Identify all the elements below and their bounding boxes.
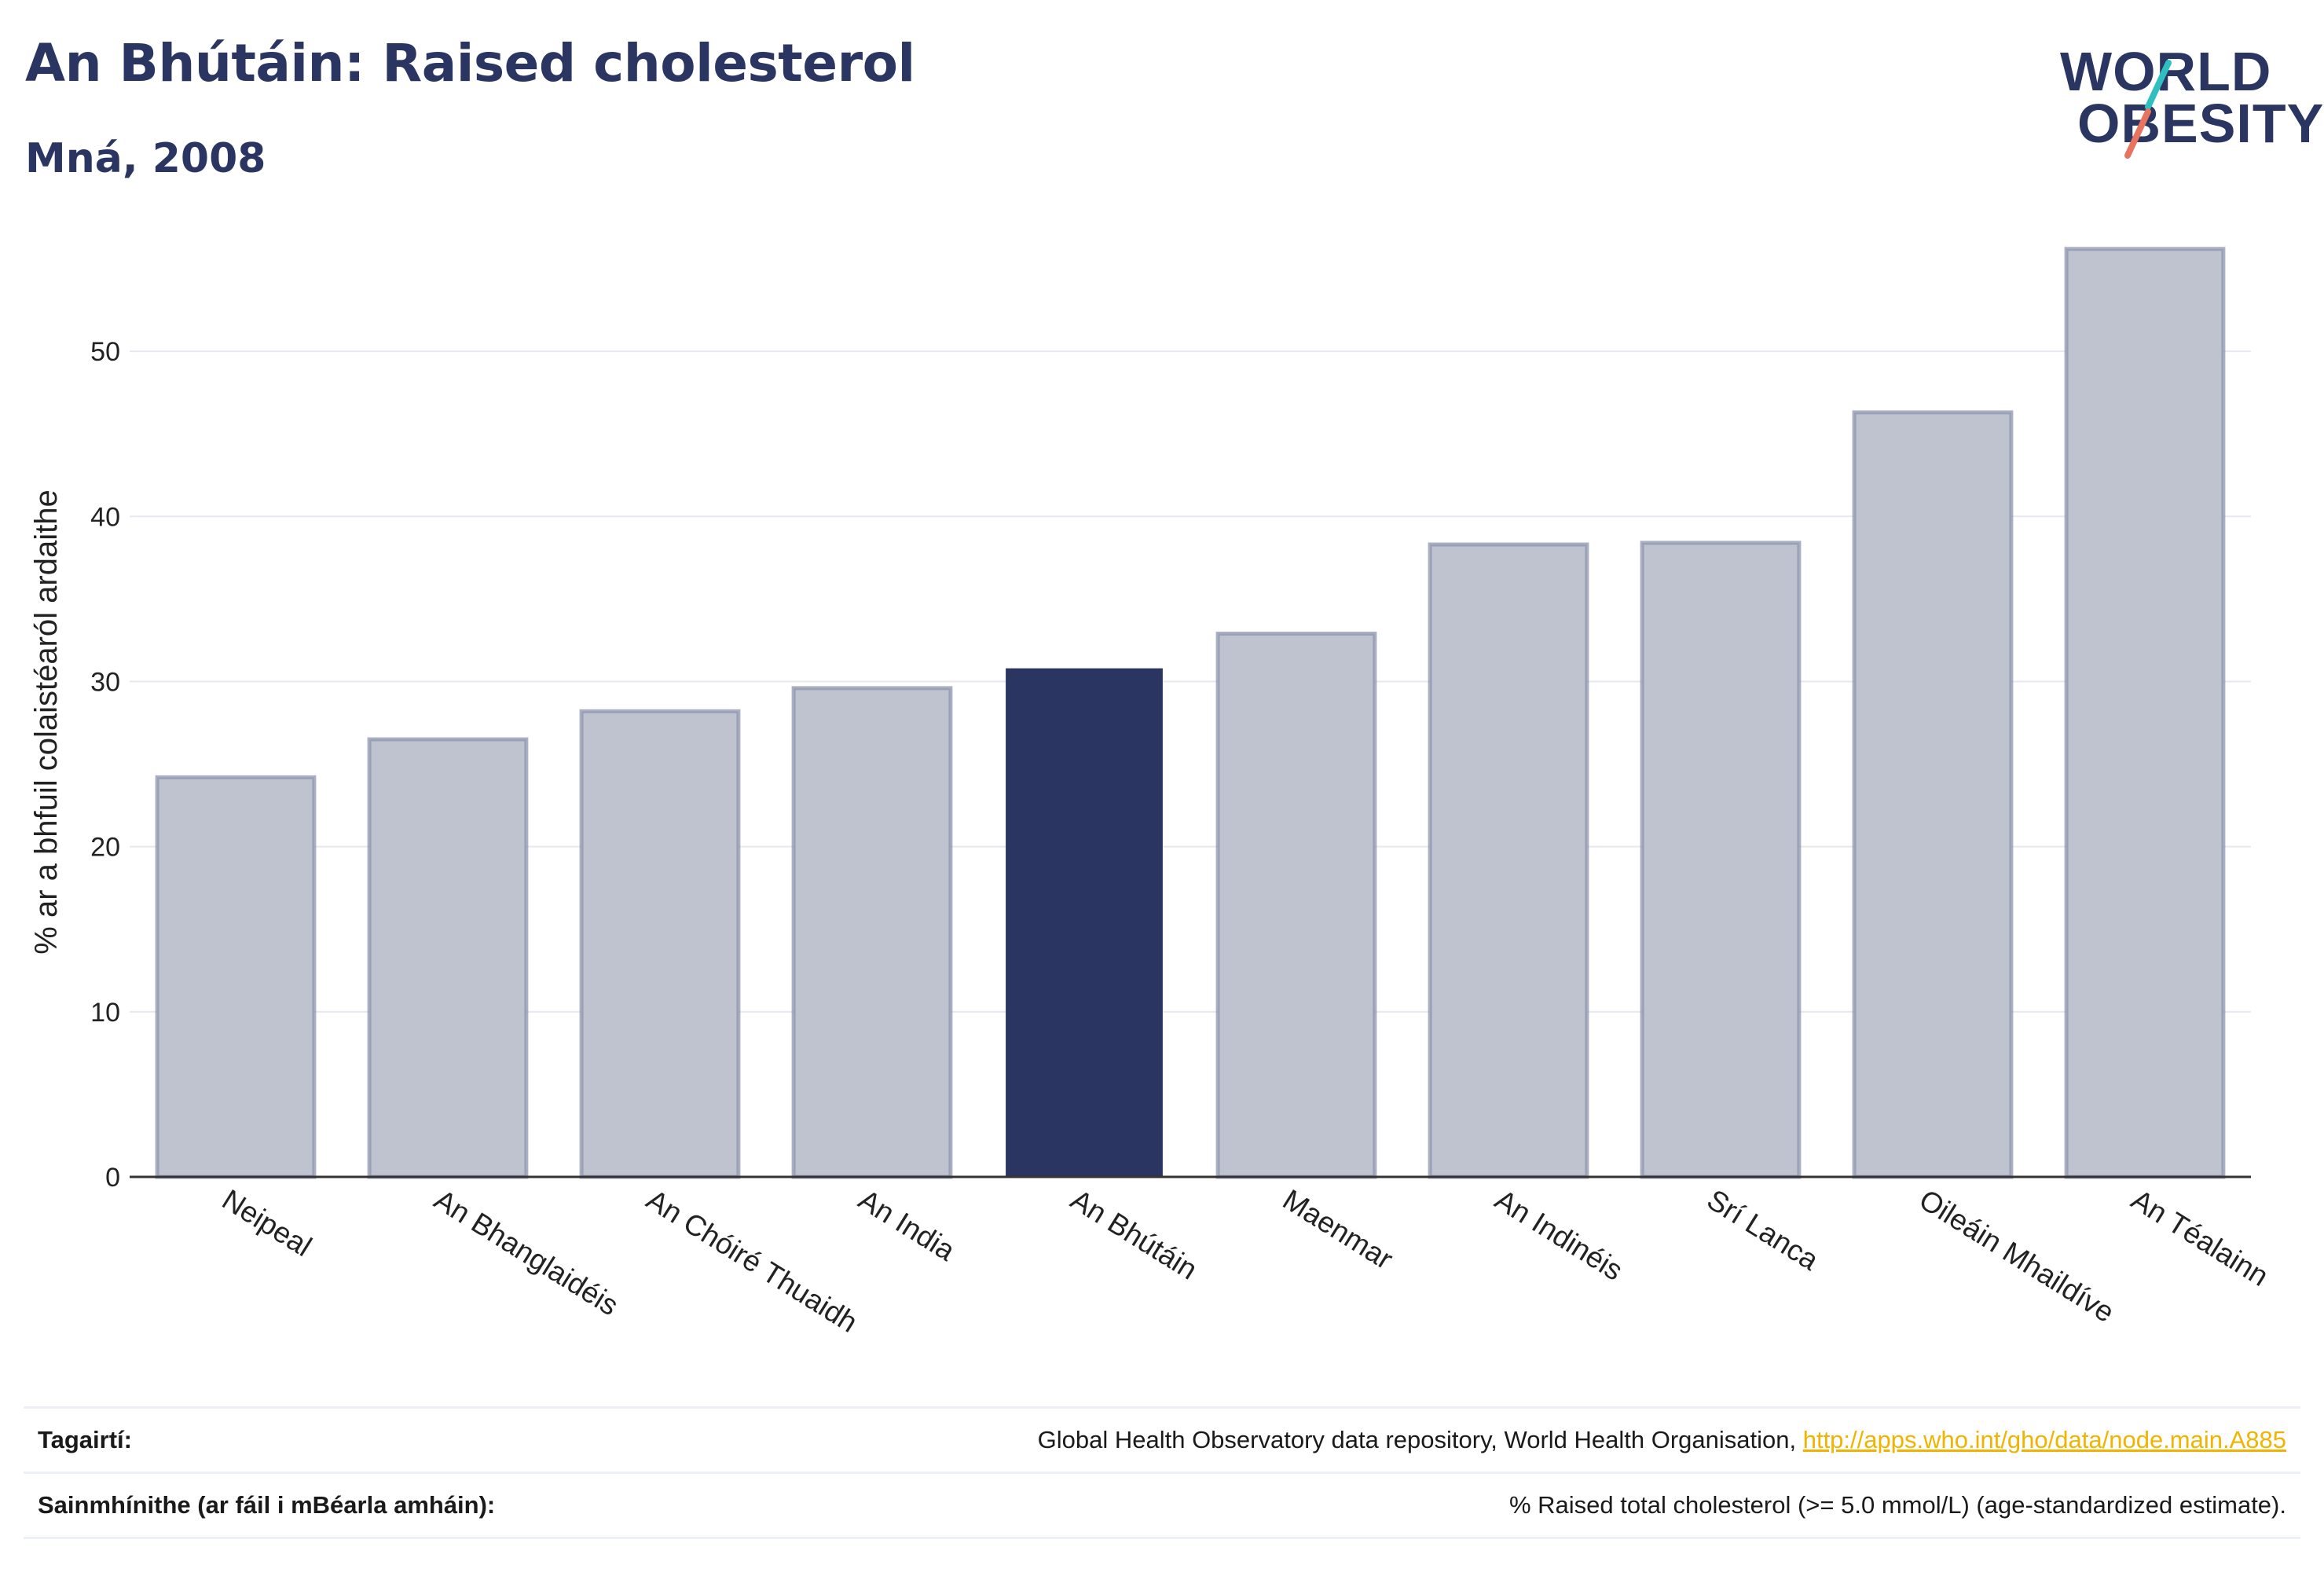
bar bbox=[1006, 668, 1163, 1177]
x-tick-label: An Chóiré Thuaidh bbox=[641, 1183, 863, 1339]
y-tick-label: 40 bbox=[90, 502, 120, 532]
chart-subtitle: Mná, 2008 bbox=[25, 135, 266, 182]
logo-line-2: OBESITY bbox=[2077, 93, 2324, 154]
logo-slash-icon bbox=[2124, 60, 2172, 159]
source-label: Tagairtí: bbox=[38, 1426, 132, 1453]
source-link[interactable]: http://apps.who.int/gho/data/node.main.A… bbox=[1802, 1426, 2286, 1453]
bar bbox=[791, 686, 953, 1179]
references-row-definition: Sainmhínithe (ar fáil i mBéarla amháin):… bbox=[24, 1472, 2300, 1539]
x-tick-label: An Téalainn bbox=[2126, 1183, 2275, 1292]
source-value: Global Health Observatory data repositor… bbox=[1038, 1426, 2286, 1454]
x-tick-label: Neipeal bbox=[217, 1183, 317, 1263]
references-row-source: Tagairtí: Global Health Observatory data… bbox=[24, 1406, 2300, 1472]
bar bbox=[1215, 632, 1377, 1179]
bar bbox=[1640, 541, 1802, 1179]
bar bbox=[1852, 410, 2014, 1179]
bar-chart: 0 10 20 30 40 50 Neipeal An Bhanglaidéis An Chói… bbox=[29, 247, 2275, 1339]
x-tick-label: Srí Lanca bbox=[1702, 1183, 1824, 1277]
x-tick-label: Oileáin Mhaildíve bbox=[1914, 1183, 2120, 1329]
definition-value: % Raised total cholesterol (>= 5.0 mmol/… bbox=[1508, 1491, 2286, 1519]
y-tick-label: 0 bbox=[105, 1163, 120, 1193]
y-tick-label: 20 bbox=[90, 833, 120, 863]
y-tick-label: 30 bbox=[90, 667, 120, 697]
definition-label: Sainmhínithe (ar fáil i mBéarla amháin): bbox=[38, 1491, 496, 1519]
x-tick-label: An India bbox=[853, 1183, 961, 1267]
x-tick-label: An Indinéis bbox=[1490, 1183, 1629, 1287]
x-tick-label: An Bhanglaidéis bbox=[429, 1183, 625, 1321]
y-tick-label: 10 bbox=[90, 998, 120, 1028]
y-axis-label: % ar a bhfuil colaistéaról ardaithe bbox=[29, 489, 64, 954]
x-tick-label: An Bhútáin bbox=[1065, 1183, 1203, 1286]
source-text: Global Health Observatory data repositor… bbox=[1037, 1426, 1803, 1453]
bar bbox=[367, 737, 529, 1179]
bar bbox=[579, 709, 741, 1179]
world-obesity-logo: WORLD OBESITY bbox=[2051, 38, 2323, 171]
y-tick-label: 50 bbox=[90, 337, 120, 367]
bar bbox=[155, 775, 317, 1179]
bar bbox=[2064, 247, 2226, 1179]
references-table: Tagairtí: Global Health Observatory data… bbox=[24, 1406, 2300, 1539]
chart-title: An Bhútáin: Raised cholesterol bbox=[25, 33, 915, 93]
bar bbox=[1428, 542, 1589, 1179]
x-tick-label: Maenmar bbox=[1277, 1183, 1398, 1276]
